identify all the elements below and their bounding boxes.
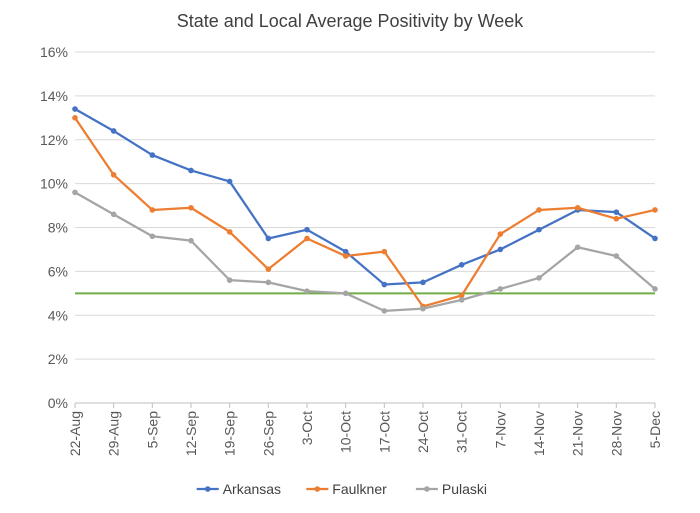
data-point-pulaski — [652, 286, 658, 292]
data-point-faulkner — [226, 229, 233, 235]
series-line-faulkner — [74, 117, 656, 308]
y-tick-label: 14% — [40, 88, 68, 104]
data-point-pulaski — [420, 305, 426, 312]
data-point-pulaski — [188, 237, 194, 244]
y-tick-label: 4% — [48, 307, 68, 323]
legend-marker-pulaski — [424, 486, 430, 492]
legend-item-pulaski: Pulaski — [415, 481, 487, 497]
data-point-arkansas — [110, 128, 117, 134]
series-line-pulaski — [74, 191, 656, 312]
x-tick-label: 22-Aug — [67, 411, 83, 456]
x-tick-label: 31-Oct — [454, 411, 470, 453]
y-tick-label: 6% — [48, 263, 68, 279]
x-tick-label: 21-Nov — [570, 411, 586, 456]
data-point-pulaski — [497, 286, 504, 292]
data-point-faulkner — [652, 207, 658, 213]
data-point-faulkner — [381, 248, 388, 255]
data-point-faulkner — [188, 204, 194, 211]
data-point-faulkner — [265, 266, 272, 272]
legend-item-arkansas: Arkansas — [196, 481, 281, 497]
y-axis-tick-labels: 0% 2% 4% 6% 8% 10% 12% 14% 16% — [40, 44, 68, 411]
x-tick-label: 19-Sep — [222, 411, 238, 456]
data-point-faulkner — [497, 231, 504, 237]
data-point-arkansas — [652, 235, 658, 242]
legend-label-pulaski: Pulaski — [442, 481, 487, 497]
data-point-arkansas — [342, 248, 349, 255]
chart-title: State and Local Average Positivity by We… — [177, 11, 525, 31]
x-tick-label: 12-Sep — [183, 411, 199, 456]
data-point-arkansas — [613, 209, 620, 215]
y-tick-label: 16% — [40, 44, 68, 60]
data-point-pulaski — [574, 244, 581, 251]
legend-marker-faulkner — [314, 486, 321, 492]
x-tick-label: 3-Oct — [299, 411, 315, 445]
data-point-pulaski — [381, 308, 388, 314]
data-point-arkansas — [497, 246, 504, 253]
x-tick-label: 5-Dec — [647, 411, 663, 448]
y-tick-label: 12% — [40, 132, 68, 148]
x-tick-label: 5-Sep — [144, 411, 160, 449]
data-point-faulkner — [574, 204, 581, 211]
data-point-faulkner — [110, 172, 117, 178]
x-tick-label: 28-Nov — [608, 411, 624, 456]
data-point-faulkner — [536, 207, 542, 213]
data-point-arkansas — [420, 279, 426, 286]
y-tick-label: 0% — [48, 395, 68, 411]
data-point-pulaski — [458, 297, 465, 303]
legend-label-arkansas: Arkansas — [223, 481, 281, 497]
legend: Arkansas Faulkner Pulaski — [196, 481, 487, 497]
data-point-pulaski — [265, 279, 272, 286]
x-tick-label: 14-Nov — [531, 411, 547, 456]
data-point-pulaski — [149, 233, 156, 240]
data-point-arkansas — [72, 106, 78, 112]
data-point-arkansas — [381, 281, 388, 288]
x-tick-label: 10-Oct — [338, 411, 354, 453]
legend-label-faulkner: Faulkner — [332, 481, 387, 497]
data-point-faulkner — [304, 235, 310, 242]
data-point-pulaski — [72, 189, 78, 196]
y-tick-label: 8% — [48, 220, 68, 236]
legend-item-faulkner: Faulkner — [306, 481, 387, 497]
data-point-faulkner — [149, 207, 156, 213]
data-point-arkansas — [536, 226, 542, 233]
gridlines — [75, 51, 655, 404]
data-point-pulaski — [536, 275, 542, 281]
data-point-arkansas — [265, 235, 272, 242]
y-tick-label: 10% — [40, 176, 68, 192]
data-point-arkansas — [149, 152, 156, 158]
series-layer — [72, 106, 658, 314]
data-point-faulkner — [613, 215, 620, 222]
data-point-pulaski — [613, 253, 620, 259]
data-point-arkansas — [226, 178, 233, 185]
x-tick-label: 26-Sep — [260, 411, 276, 456]
data-point-arkansas — [188, 167, 194, 174]
x-tick-label: 29-Aug — [106, 411, 122, 456]
data-point-pulaski — [304, 288, 310, 294]
data-point-faulkner — [72, 115, 78, 121]
data-point-faulkner — [458, 292, 465, 299]
x-tick-label: 24-Oct — [415, 411, 431, 453]
data-point-pulaski — [342, 290, 349, 297]
data-point-faulkner — [342, 253, 349, 259]
data-point-arkansas — [458, 261, 465, 268]
x-axis-tick-labels: 22-Aug 29-Aug 5-Sep 12-Sep 19-Sep 26-Sep 3-Oct… — [67, 403, 663, 456]
x-tick-label: 7-Nov — [492, 411, 508, 448]
data-point-pulaski — [226, 277, 233, 283]
data-point-arkansas — [304, 226, 310, 233]
legend-marker-arkansas — [204, 486, 211, 492]
x-tick-label: 17-Oct — [376, 411, 392, 453]
series-line-arkansas — [74, 108, 656, 286]
data-point-pulaski — [110, 211, 117, 218]
y-tick-label: 2% — [48, 351, 68, 367]
